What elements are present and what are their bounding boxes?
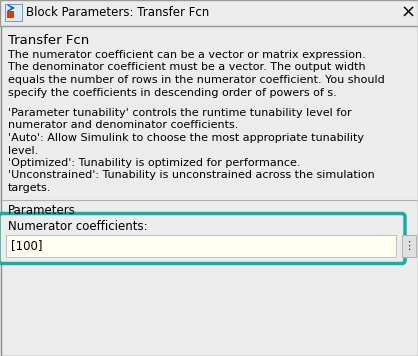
- Text: 'Auto': Allow Simulink to choose the most appropriate tunability: 'Auto': Allow Simulink to choose the mos…: [8, 133, 364, 143]
- Text: Transfer Fcn: Transfer Fcn: [8, 34, 89, 47]
- Text: 'Parameter tunability' controls the runtime tunability level for: 'Parameter tunability' controls the runt…: [8, 108, 352, 118]
- Bar: [7, 11, 14, 18]
- Text: Numerator coefficients:: Numerator coefficients:: [8, 220, 148, 232]
- Text: 'Optimized': Tunability is optimized for performance.: 'Optimized': Tunability is optimized for…: [8, 158, 301, 168]
- Bar: [6, 235, 396, 257]
- Text: Block Parameters: Transfer Fcn: Block Parameters: Transfer Fcn: [26, 6, 209, 20]
- Text: specify the coefficients in descending order of powers of s.: specify the coefficients in descending o…: [8, 88, 337, 98]
- Text: The numerator coefficient can be a vector or matrix expression.: The numerator coefficient can be a vecto…: [8, 50, 366, 60]
- Text: ⋮: ⋮: [403, 241, 415, 251]
- Text: The denominator coefficient must be a vector. The output width: The denominator coefficient must be a ve…: [8, 63, 366, 73]
- Bar: [5, 4, 22, 21]
- Text: equals the number of rows in the numerator coefficient. You should: equals the number of rows in the numerat…: [8, 75, 385, 85]
- Text: level.: level.: [8, 146, 38, 156]
- Text: [100]: [100]: [11, 239, 43, 252]
- Text: ×: ×: [400, 4, 415, 22]
- Text: targets.: targets.: [8, 183, 51, 193]
- Bar: [0, 0, 418, 26]
- Text: numerator and denominator coefficients.: numerator and denominator coefficients.: [8, 120, 238, 131]
- Text: Parameters: Parameters: [8, 204, 76, 216]
- Bar: [402, 235, 416, 257]
- Text: 'Unconstrained': Tunability is unconstrained across the simulation: 'Unconstrained': Tunability is unconstra…: [8, 171, 375, 180]
- FancyBboxPatch shape: [0, 214, 405, 263]
